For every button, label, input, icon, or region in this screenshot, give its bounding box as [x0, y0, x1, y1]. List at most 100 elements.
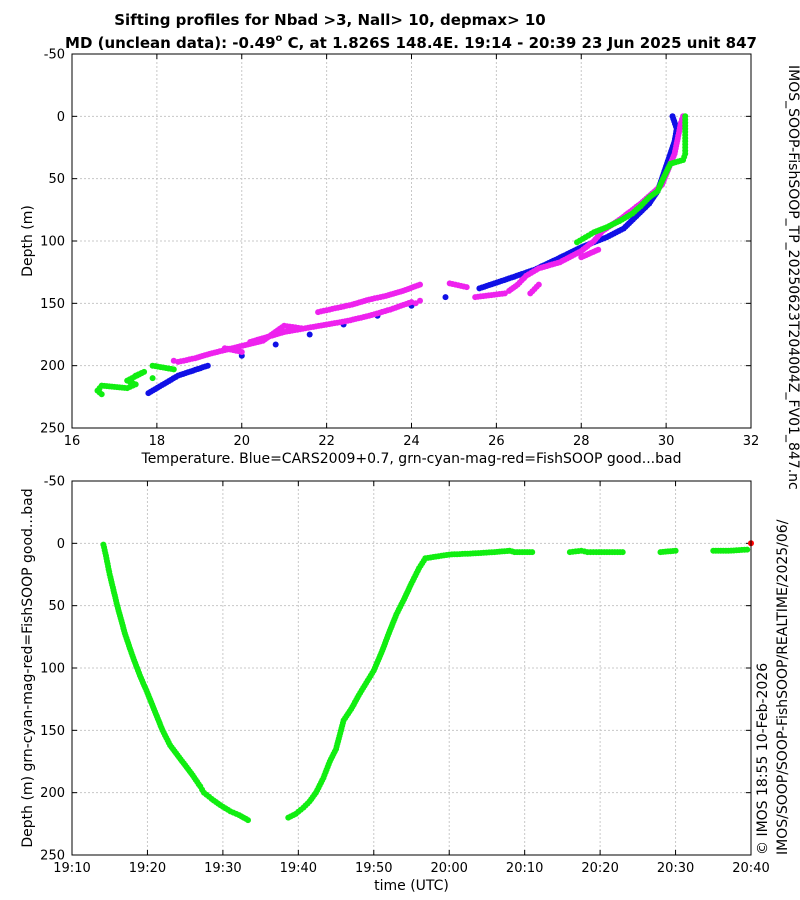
data-point-green-fill: [670, 548, 676, 554]
y-tick-label: 200: [40, 786, 65, 801]
x-tick-label: 30: [658, 434, 675, 449]
temperature-depth-plot: 16 18 20 22 24 26 28 30 32 -50 0 50 100 150 200 250 Temp…: [20, 48, 759, 468]
title-degree-symbol: o: [276, 33, 283, 44]
y-tick-label: 150: [40, 724, 65, 739]
data-point-magenta-fill: [559, 257, 566, 264]
data-point-green-fill: [106, 568, 113, 575]
data-point-magenta-fill: [580, 246, 587, 253]
data-point-blue-fill: [606, 233, 613, 239]
data-point-green-fill: [369, 670, 376, 676]
data-point-green-fill: [377, 652, 384, 659]
data-point-green-fill: [188, 770, 195, 777]
y-tick-label: 150: [40, 297, 65, 312]
data-point-green-fill: [741, 546, 748, 553]
data-point-magenta-fill: [592, 236, 599, 242]
data-point-green-fill: [648, 192, 655, 199]
data-point-magenta-fill: [177, 358, 184, 365]
data-point-green-fill: [722, 547, 729, 554]
data-point-green-fill: [165, 739, 172, 746]
data-point-magenta-fill: [211, 349, 218, 356]
time-depth-plot: 19:10 19:20 19:30 19:40 19:50 20:00 20:10 20:20…: [20, 475, 770, 895]
data-point-magenta-fill: [538, 264, 545, 271]
data-point-green-fill: [655, 185, 662, 192]
data-point-green-fill: [101, 382, 108, 389]
x-tick-label: 20:40: [732, 861, 769, 876]
x-axis-label: Temperature. Blue=CARS2009+0.7, grn-cyan…: [141, 451, 682, 467]
data-point-green-fill: [319, 777, 326, 784]
data-point-magenta-fill: [389, 305, 396, 312]
x-tick-label: 24: [403, 434, 420, 449]
y-tick-label: 50: [48, 172, 65, 187]
data-point-green-fill: [304, 800, 311, 807]
data-point-green-fill: [297, 806, 304, 813]
x-tick-label: 20: [233, 434, 250, 449]
data-point-magenta-fill: [525, 271, 532, 278]
data-point-green-fill: [682, 135, 689, 142]
data-point-blue-fill: [478, 284, 485, 291]
data-point-green-fill: [585, 232, 592, 239]
data-point-green-fill: [195, 781, 202, 788]
data-point-magenta-fill: [580, 253, 587, 260]
data-point-magenta-fill: [326, 321, 333, 328]
y-tick-label: -50: [44, 48, 65, 63]
data-point-green-fill: [339, 720, 346, 726]
data-point-green-fill: [407, 582, 414, 589]
data-point-green-fill: [619, 216, 625, 223]
x-tick-label: 20:30: [657, 861, 694, 876]
data-point-magenta: [417, 297, 423, 304]
data-point-green-fill: [128, 650, 135, 656]
data-point-magenta-fill: [347, 317, 354, 324]
y-tick-label: 250: [40, 849, 65, 864]
data-point-green-fill: [361, 682, 368, 689]
data-point-green: [149, 375, 156, 382]
plot-frame-0: [71, 53, 752, 429]
data-point-green-fill: [681, 153, 688, 160]
y-axis-label: Depth (m) grn-cyan-mag-red=FishSOOP good…: [20, 488, 36, 847]
data-point-green-fill: [526, 549, 533, 556]
y-tick-label: 250: [40, 422, 65, 437]
x-tick-label: 26: [488, 434, 505, 449]
title-line2-post: C, at 1.826S 148.4E. 19:14 - 20:39 23 Ju…: [282, 34, 757, 52]
data-point-green-fill: [399, 598, 406, 605]
data-point-green-fill: [242, 815, 249, 822]
y-tick-label: 100: [40, 662, 65, 677]
x-tick-label: 19:20: [129, 861, 166, 876]
side-filename: IMOS_SOOP-FishSOOP_TP_20250623T204004Z_F…: [785, 65, 800, 490]
data-point-magenta-fill: [194, 354, 201, 361]
side-copyright: © IMOS 18:55 10-Feb-2026: [755, 663, 771, 855]
data-point-blue: [442, 294, 449, 301]
y-tick-label: 0: [57, 110, 65, 125]
x-tick-label: 18: [149, 434, 166, 449]
data-point-magenta-fill: [237, 343, 244, 350]
data-point-green-fill: [488, 549, 495, 556]
data-point-green-fill: [151, 706, 157, 713]
data-point-green-fill: [96, 389, 103, 396]
y-axis-label: Depth (m): [20, 205, 36, 277]
data-point-green-fill: [392, 613, 399, 620]
chart-title-line2: MD (unclean data): -0.49o C, at 1.826S 1…: [65, 33, 757, 52]
data-point-green-fill: [631, 208, 638, 215]
data-point-green-fill: [158, 725, 165, 731]
data-point-magenta-fill: [460, 283, 467, 290]
data-point-blue-fill: [147, 388, 154, 395]
data-point-green-fill: [354, 694, 361, 701]
data-point-green-fill: [199, 786, 206, 793]
data-point-green-fill: [143, 687, 150, 694]
data-point-green-fill: [443, 552, 450, 558]
y-tick-label: 0: [57, 537, 65, 552]
data-point-magenta-fill: [368, 312, 375, 318]
data-point-green-fill: [593, 228, 600, 235]
data-point-magenta-fill: [235, 348, 242, 355]
data-point-green-fill: [682, 147, 689, 154]
data-point-magenta-fill: [508, 286, 515, 293]
y-tick-label: 100: [40, 235, 65, 250]
plot-frame-1: [71, 480, 752, 856]
data-point-green-fill: [311, 791, 318, 798]
x-tick-label: 20:10: [506, 861, 543, 876]
data-point-green-fill: [168, 365, 175, 372]
data-point-blue-fill: [622, 223, 629, 230]
data-point-green-fill: [575, 548, 582, 555]
data-point-green-fill: [233, 810, 240, 817]
data-point-green-fill: [331, 748, 338, 755]
